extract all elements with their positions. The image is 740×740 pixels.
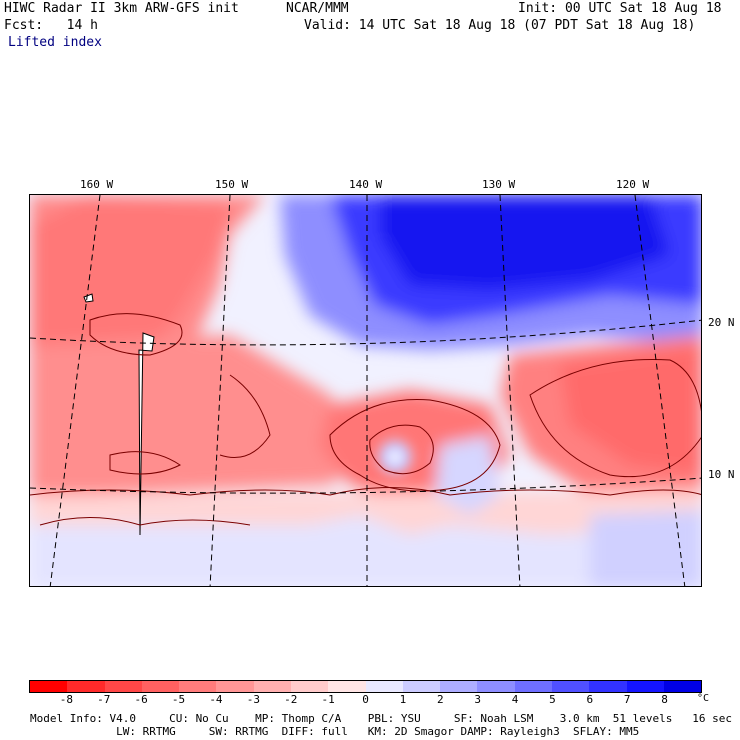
model-info-line2: LW: RRTMG SW: RRTMG DIFF: full KM: 2D Sm… [30, 725, 640, 738]
island-hawaii [138, 332, 155, 536]
colorbar-tick-label: 7 [623, 693, 631, 706]
colorbar-swatch [514, 681, 552, 692]
model-info-line1: Model Info: V4.0 CU: No Cu MP: Thomp C/A… [30, 712, 732, 725]
org-label: NCAR/MMM [286, 1, 349, 16]
colorbar-swatch [477, 681, 515, 692]
colorbar-tick-label: -2 [284, 693, 298, 706]
lat-label-20n: 20 N [708, 316, 735, 329]
colorbar-swatch [253, 681, 291, 692]
colorbar-swatch [104, 681, 142, 692]
chart-title: HIWC Radar II 3km ARW-GFS init [4, 1, 239, 16]
lifted-index-map [29, 194, 702, 587]
init-time: Init: 00 UTC Sat 18 Aug 18 [518, 1, 722, 16]
colorbar-swatch [216, 681, 254, 692]
field-shading [30, 195, 701, 586]
colorbar-tick-label: 4 [511, 693, 519, 706]
forecast-hour: Fcst: 14 h [4, 18, 98, 33]
lon-label-130w: 130 W [482, 178, 516, 191]
lat-lon-grid [30, 195, 701, 586]
lon-label-160w: 160 W [80, 178, 114, 191]
lon-label-150w: 150 W [215, 178, 249, 191]
colorbar-tick-label: -7 [97, 693, 111, 706]
colorbar-swatch [67, 681, 105, 692]
map-canvas [30, 195, 701, 586]
cyclone-core [369, 431, 421, 483]
colorbar-swatch [290, 681, 329, 692]
colorbar-tick-label: 3 [474, 693, 481, 706]
colorbar-tick-label: 8 [661, 693, 668, 706]
lon-label-140w: 140 W [349, 178, 383, 191]
colorbar-swatch [589, 681, 627, 692]
colorbar-swatch [328, 681, 366, 692]
colorbar-swatch [551, 681, 590, 692]
lat-label-10n: 10 N [708, 468, 735, 481]
colorbar-tick-label: 6 [586, 693, 594, 706]
colorbar-tick-label: -8 [59, 693, 73, 706]
colorbar-swatch [440, 681, 478, 692]
colorbar-tick-label: -4 [209, 693, 223, 706]
lon-label-120w: 120 W [616, 178, 650, 191]
colorbar-swatch [663, 681, 702, 692]
colorbar-tick-label: -3 [246, 693, 260, 706]
colorbar-swatch [30, 681, 68, 692]
colorbar-tick-label: 0 [362, 693, 369, 706]
colorbar-tick-label: -1 [321, 693, 335, 706]
colorbar-tick-label: -6 [134, 693, 148, 706]
colorbar-swatch [365, 681, 403, 692]
colorbar-swatch [179, 681, 217, 692]
colorbar-swatch [626, 681, 664, 692]
colorbar-tick-label: 1 [399, 693, 407, 706]
valid-time: Valid: 14 UTC Sat 18 Aug 18 (07 PDT Sat … [304, 18, 696, 33]
colorbar-swatch [141, 681, 180, 692]
colorbar-tick-label: 2 [436, 693, 444, 706]
colorbar-tick-label: 5 [549, 693, 556, 706]
colorbar [29, 680, 702, 693]
field-name: Lifted index [8, 35, 102, 50]
colorbar-unit: °C [697, 693, 710, 704]
colorbar-tick-label: -5 [171, 693, 186, 706]
colorbar-swatch [402, 681, 441, 692]
